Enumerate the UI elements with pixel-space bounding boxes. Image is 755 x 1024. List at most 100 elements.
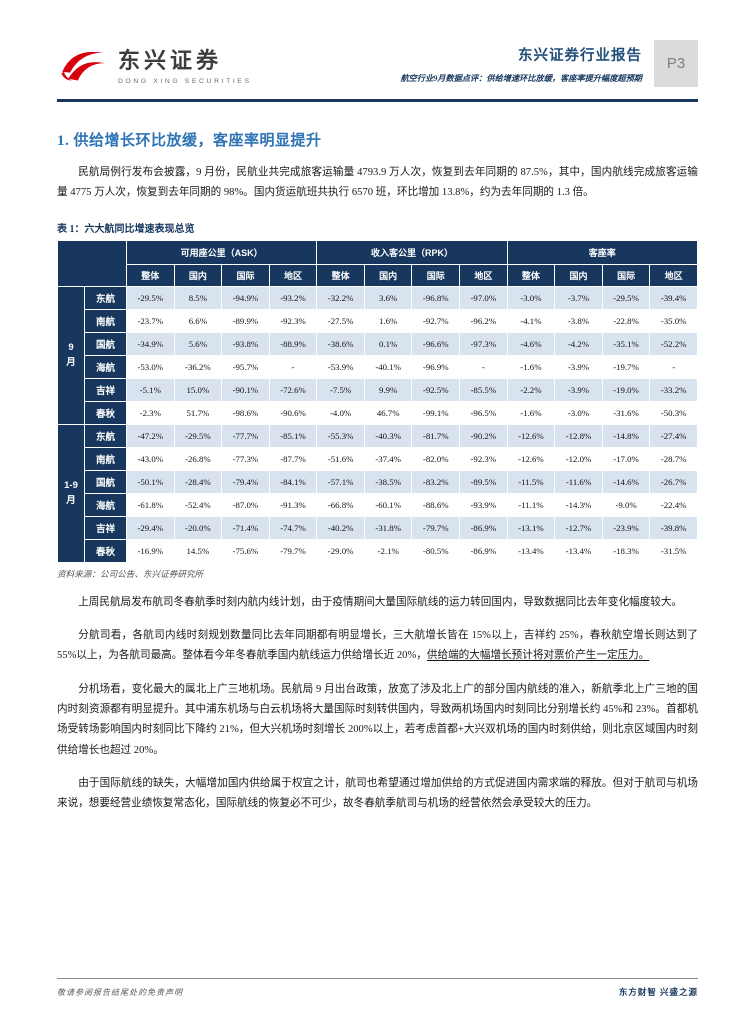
value-cell: -89.5% xyxy=(459,469,508,494)
value-cell: -35.1% xyxy=(601,331,651,356)
value-cell: -55.3% xyxy=(316,423,365,448)
value-cell: -52.2% xyxy=(649,331,698,356)
value-cell: -4.6% xyxy=(506,331,556,356)
value-cell: 9.9% xyxy=(363,377,413,402)
column-subheader: 国际 xyxy=(601,263,651,287)
value-cell: -11.5% xyxy=(506,469,556,494)
value-cell: -74.7% xyxy=(268,515,318,540)
value-cell: 1.6% xyxy=(363,308,413,333)
value-cell: -93.8% xyxy=(221,331,270,356)
airline-header: 国航 xyxy=(84,331,127,356)
value-cell: -37.4% xyxy=(363,446,413,471)
value-cell: -40.1% xyxy=(363,354,413,379)
footer-disclaimer: 敬请参阅报告结尾处的免责声明 xyxy=(57,988,183,997)
value-cell: -99.1% xyxy=(411,400,461,425)
table-row: 吉祥 -5.1% 15.0% -90.1% -72.6% -7.5% 9.9% -92.5% -… xyxy=(58,377,698,402)
airline-header: 春秋 xyxy=(84,538,127,563)
airline-header: 国航 xyxy=(84,469,127,494)
column-subheader: 国内 xyxy=(554,263,603,287)
value-cell: -3.0% xyxy=(506,285,556,310)
value-cell: -61.8% xyxy=(126,492,175,517)
value-cell: -34.9% xyxy=(126,331,175,356)
header-rule xyxy=(57,99,698,102)
value-cell: 5.6% xyxy=(173,331,223,356)
value-cell: -9.0% xyxy=(601,492,651,517)
value-cell: -96.5% xyxy=(459,400,508,425)
value-cell: -87.7% xyxy=(268,446,318,471)
value-cell: -88.6% xyxy=(411,492,461,517)
value-cell: -20.0% xyxy=(173,515,223,540)
value-cell: -38.5% xyxy=(363,469,413,494)
value-cell: 51.7% xyxy=(173,400,223,425)
value-cell: -3.9% xyxy=(554,354,603,379)
value-cell: 14.5% xyxy=(173,538,223,563)
column-subheader: 国内 xyxy=(173,263,223,287)
value-cell: - xyxy=(459,354,508,379)
value-cell: -27.5% xyxy=(316,308,365,333)
value-cell: -93.2% xyxy=(268,285,318,310)
value-cell: -80.5% xyxy=(411,538,461,563)
table-row: 海航 -53.0% -36.2% -95.7% - -53.9% -40.1% -96.9% -… xyxy=(58,354,698,379)
value-cell: -3.7% xyxy=(554,285,603,310)
metrics-table-body: 9 月东航 -29.5% 8.5% -94.9% -93.2% -32.2% 3.6% -96… xyxy=(57,285,698,563)
value-cell: -90.1% xyxy=(221,377,270,402)
value-cell: -96.9% xyxy=(411,354,461,379)
column-subheader: 国际 xyxy=(411,263,461,287)
table-corner xyxy=(57,239,127,287)
value-cell: -36.2% xyxy=(173,354,223,379)
header-titles: 东兴证券行业报告 航空行业9月数据点评：供给增速环比放缓，客座率提升幅度超预期 xyxy=(400,40,642,87)
column-subheader: 整体 xyxy=(126,263,175,287)
value-cell: -11.6% xyxy=(554,469,603,494)
table-source: 资料来源：公司公告、东兴证券研究所 xyxy=(57,568,204,579)
value-cell: -12.8% xyxy=(554,423,603,448)
brand-name: 东兴证券 xyxy=(118,47,223,73)
value-cell: -31.5% xyxy=(649,538,698,563)
value-cell: -28.4% xyxy=(173,469,223,494)
value-cell: -33.2% xyxy=(649,377,698,402)
value-cell: -2.3% xyxy=(126,400,175,425)
paragraph-2: 上周民航局发布航司冬春航季时刻内航内线计划，由于疫情期间大量国际航线的运力转回国… xyxy=(78,596,683,608)
value-cell: -4.2% xyxy=(554,331,603,356)
value-cell: -86.9% xyxy=(459,538,508,563)
airline-header: 南航 xyxy=(84,308,127,333)
value-cell: -85.1% xyxy=(268,423,318,448)
paragraph-3-text: 分航司看，各航司内线时刻规划数量同比去年同期都有明显增长，三大航增长皆在 15%… xyxy=(57,629,698,662)
value-cell: -96.6% xyxy=(411,331,461,356)
airline-header: 南航 xyxy=(84,446,127,471)
value-cell: 6.6% xyxy=(173,308,223,333)
value-cell: -97.0% xyxy=(459,285,508,310)
page-number: P3 xyxy=(654,40,698,87)
paragraph-3-underlined: 供给端的大幅增长预计将对票价产生一定压力。 xyxy=(426,650,650,662)
value-cell: -87.0% xyxy=(221,492,270,517)
value-cell: -19.0% xyxy=(601,377,651,402)
table-title: 表 1：六大航同比增速表现总览 xyxy=(57,223,195,235)
value-cell: -92.7% xyxy=(411,308,461,333)
value-cell: 46.7% xyxy=(363,400,413,425)
value-cell: -72.6% xyxy=(268,377,318,402)
value-cell: -23.9% xyxy=(601,515,651,540)
value-cell: -14.8% xyxy=(601,423,651,448)
column-subheader: 地区 xyxy=(459,263,508,287)
value-cell: -26.8% xyxy=(173,446,223,471)
airline-header: 吉祥 xyxy=(84,515,127,540)
value-cell: -3.0% xyxy=(554,400,603,425)
value-cell: -12.7% xyxy=(554,515,603,540)
column-subheader: 整体 xyxy=(316,263,365,287)
value-cell: -5.1% xyxy=(126,377,175,402)
paragraph-5: 由于国际航线的缺失，大幅增加国内供给属于权宜之计，航司也希望通过增加供给的方式促… xyxy=(57,777,698,810)
value-cell: -2.1% xyxy=(363,538,413,563)
value-cell: -96.2% xyxy=(459,308,508,333)
value-cell: -85.5% xyxy=(459,377,508,402)
page-footer: 敬请参阅报告结尾处的免责声明 东方财智 兴盛之源 xyxy=(57,978,698,998)
value-cell: -84.1% xyxy=(268,469,318,494)
value-cell: -47.2% xyxy=(126,423,175,448)
report-type: 东兴证券行业报告 xyxy=(518,47,642,64)
value-cell: -94.9% xyxy=(221,285,270,310)
table-row: 1-9 月东航 -47.2% -29.5% -77.7% -85.1% -55.3% -40… xyxy=(57,423,698,563)
brand-logo: 东兴证券 DONG XING SECURITIES xyxy=(57,43,252,85)
value-cell: -16.9% xyxy=(126,538,175,563)
table-row: 海航 -61.8% -52.4% -87.0% -91.3% -66.8% -60.1% -8… xyxy=(58,492,698,517)
paragraph-1: 民航局例行发布会披露，9 月份，民航业共完成旅客运输量 4793.9 万人次，恢… xyxy=(57,167,698,199)
value-cell: -29.5% xyxy=(601,285,651,310)
value-cell: -7.5% xyxy=(316,377,365,402)
